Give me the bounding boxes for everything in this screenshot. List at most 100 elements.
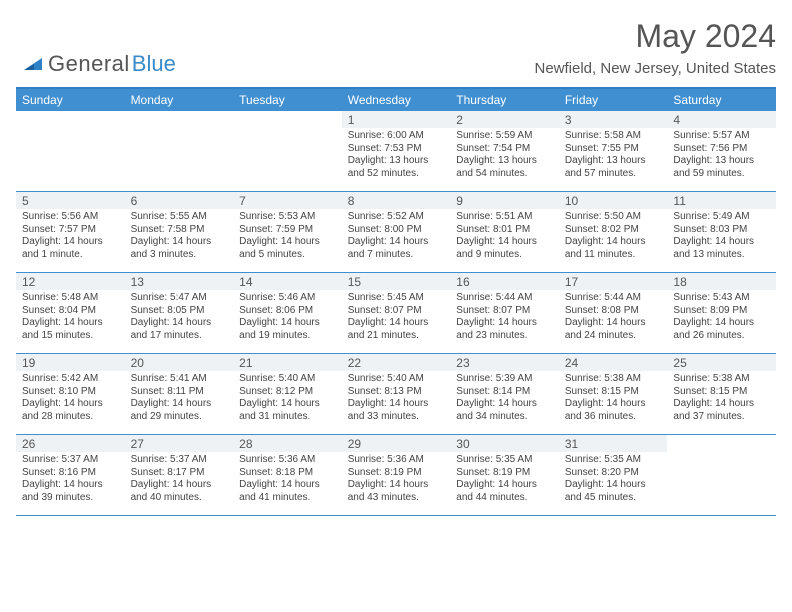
- day-header-cell: Sunday: [16, 89, 125, 111]
- daylight-line: Daylight: 14 hours and 37 minutes.: [673, 398, 754, 422]
- sunrise-line: Sunrise: 6:00 AM: [348, 130, 424, 141]
- calendar-cell: [667, 435, 776, 515]
- day-body: Sunrise: 5:41 AMSunset: 8:11 PMDaylight:…: [125, 371, 234, 427]
- calendar-week: 5Sunrise: 5:56 AMSunset: 7:57 PMDaylight…: [16, 192, 776, 273]
- calendar-cell: 27Sunrise: 5:37 AMSunset: 8:17 PMDayligh…: [125, 435, 234, 515]
- calendar-cell: 29Sunrise: 5:36 AMSunset: 8:19 PMDayligh…: [342, 435, 451, 515]
- day-header-cell: Wednesday: [342, 89, 451, 111]
- sunset-line: Sunset: 8:07 PM: [456, 305, 530, 316]
- day-body: Sunrise: 5:35 AMSunset: 8:20 PMDaylight:…: [559, 452, 668, 508]
- daylight-line: Daylight: 14 hours and 3 minutes.: [131, 236, 212, 260]
- day-number: 12: [16, 273, 125, 290]
- daylight-line: Daylight: 14 hours and 7 minutes.: [348, 236, 429, 260]
- daylight-line: Daylight: 14 hours and 34 minutes.: [456, 398, 537, 422]
- sunset-line: Sunset: 8:14 PM: [456, 386, 530, 397]
- sunset-line: Sunset: 8:12 PM: [239, 386, 313, 397]
- day-body: Sunrise: 5:44 AMSunset: 8:08 PMDaylight:…: [559, 290, 668, 346]
- calendar-cell: 9Sunrise: 5:51 AMSunset: 8:01 PMDaylight…: [450, 192, 559, 272]
- sunset-line: Sunset: 7:54 PM: [456, 143, 530, 154]
- day-body: Sunrise: 5:37 AMSunset: 8:17 PMDaylight:…: [125, 452, 234, 508]
- daylight-line: Daylight: 14 hours and 36 minutes.: [565, 398, 646, 422]
- sunrise-line: Sunrise: 5:55 AM: [131, 211, 207, 222]
- day-number: 1: [342, 111, 451, 128]
- calendar-cell: 14Sunrise: 5:46 AMSunset: 8:06 PMDayligh…: [233, 273, 342, 353]
- location: Newfield, New Jersey, United States: [535, 60, 777, 77]
- calendar-cell: 15Sunrise: 5:45 AMSunset: 8:07 PMDayligh…: [342, 273, 451, 353]
- day-number: 7: [233, 192, 342, 209]
- day-header-cell: Saturday: [667, 89, 776, 111]
- calendar-cell: 4Sunrise: 5:57 AMSunset: 7:56 PMDaylight…: [667, 111, 776, 191]
- day-body: Sunrise: 5:46 AMSunset: 8:06 PMDaylight:…: [233, 290, 342, 346]
- day-body: Sunrise: 5:55 AMSunset: 7:58 PMDaylight:…: [125, 209, 234, 265]
- daylight-line: Daylight: 14 hours and 45 minutes.: [565, 479, 646, 503]
- calendar-cell: 6Sunrise: 5:55 AMSunset: 7:58 PMDaylight…: [125, 192, 234, 272]
- day-body: Sunrise: 5:45 AMSunset: 8:07 PMDaylight:…: [342, 290, 451, 346]
- sunset-line: Sunset: 8:16 PM: [22, 467, 96, 478]
- calendar-cell: 25Sunrise: 5:38 AMSunset: 8:15 PMDayligh…: [667, 354, 776, 434]
- calendar-cell: 31Sunrise: 5:35 AMSunset: 8:20 PMDayligh…: [559, 435, 668, 515]
- day-body: Sunrise: 5:59 AM Sunset: 7:54 PMDaylight:…: [450, 128, 559, 184]
- sunrise-line: Sunrise: 5:59 AM: [456, 130, 532, 141]
- daylight-line: Daylight: 13 hours and 54 minutes.: [456, 155, 537, 179]
- sunset-line: Sunset: 8:03 PM: [673, 224, 747, 235]
- sunset-line: Sunset: 8:15 PM: [673, 386, 747, 397]
- day-number: 21: [233, 354, 342, 371]
- sunrise-line: Sunrise: 5:46 AM: [239, 292, 315, 303]
- sunset-line: Sunset: 8:08 PM: [565, 305, 639, 316]
- sunset-line: Sunset: 7:53 PM: [348, 143, 422, 154]
- day-number: 8: [342, 192, 451, 209]
- calendar-cell: [233, 111, 342, 191]
- sunset-line: Sunset: 8:19 PM: [348, 467, 422, 478]
- day-body: Sunrise: 5:49 AMSunset: 8:03 PMDaylight:…: [667, 209, 776, 265]
- day-body: Sunrise: 5:56 AMSunset: 7:57 PMDaylight:…: [16, 209, 125, 265]
- calendar-week: 19Sunrise: 5:42 AMSunset: 8:10 PMDayligh…: [16, 354, 776, 435]
- day-header-row: SundayMondayTuesdayWednesdayThursdayFrid…: [16, 89, 776, 111]
- daylight-line: Daylight: 14 hours and 15 minutes.: [22, 317, 103, 341]
- day-body: Sunrise: 5:36 AMSunset: 8:18 PMDaylight:…: [233, 452, 342, 508]
- sunrise-line: Sunrise: 5:44 AM: [456, 292, 532, 303]
- day-number: 18: [667, 273, 776, 290]
- day-header-cell: Monday: [125, 89, 234, 111]
- page-title: May 2024: [535, 18, 777, 55]
- calendar-cell: 24Sunrise: 5:38 AMSunset: 8:15 PMDayligh…: [559, 354, 668, 434]
- sunrise-line: Sunrise: 5:35 AM: [456, 454, 532, 465]
- calendar-cell: 8Sunrise: 5:52 AMSunset: 8:00 PMDaylight…: [342, 192, 451, 272]
- sunrise-line: Sunrise: 5:38 AM: [565, 373, 641, 384]
- day-body: Sunrise: 5:44 AMSunset: 8:07 PMDaylight:…: [450, 290, 559, 346]
- day-number: 20: [125, 354, 234, 371]
- day-number: 19: [16, 354, 125, 371]
- daylight-line: Daylight: 14 hours and 1 minute.: [22, 236, 103, 260]
- calendar-cell: [16, 111, 125, 191]
- calendar-cell: 16Sunrise: 5:44 AMSunset: 8:07 PMDayligh…: [450, 273, 559, 353]
- day-number: 9: [450, 192, 559, 209]
- sunset-line: Sunset: 7:57 PM: [22, 224, 96, 235]
- day-body: Sunrise: 5:43 AMSunset: 8:09 PMDaylight:…: [667, 290, 776, 346]
- sunrise-line: Sunrise: 5:53 AM: [239, 211, 315, 222]
- day-number: 14: [233, 273, 342, 290]
- day-body: Sunrise: 5:42 AMSunset: 8:10 PMDaylight:…: [16, 371, 125, 427]
- sunrise-line: Sunrise: 5:37 AM: [131, 454, 207, 465]
- sunset-line: Sunset: 8:20 PM: [565, 467, 639, 478]
- sunrise-line: Sunrise: 5:58 AM: [565, 130, 641, 141]
- day-body: Sunrise: 5:38 AMSunset: 8:15 PMDaylight:…: [667, 371, 776, 427]
- day-body: Sunrise: 5:37 AMSunset: 8:16 PMDaylight:…: [16, 452, 125, 508]
- sunrise-line: Sunrise: 5:43 AM: [673, 292, 749, 303]
- day-number: 13: [125, 273, 234, 290]
- sunset-line: Sunset: 8:18 PM: [239, 467, 313, 478]
- calendar: SundayMondayTuesdayWednesdayThursdayFrid…: [16, 87, 776, 516]
- daylight-line: Daylight: 14 hours and 39 minutes.: [22, 479, 103, 503]
- logo: General Blue: [16, 45, 176, 77]
- calendar-cell: 19Sunrise: 5:42 AMSunset: 8:10 PMDayligh…: [16, 354, 125, 434]
- daylight-line: Daylight: 14 hours and 24 minutes.: [565, 317, 646, 341]
- daylight-line: Daylight: 14 hours and 28 minutes.: [22, 398, 103, 422]
- sunset-line: Sunset: 8:19 PM: [456, 467, 530, 478]
- calendar-cell: 13Sunrise: 5:47 AMSunset: 8:05 PMDayligh…: [125, 273, 234, 353]
- calendar-body: 1 Sunrise: 6:00 AM Sunset: 7:53 PM Daylight…: [16, 111, 776, 516]
- day-body: Sunrise: 5:57 AMSunset: 7:56 PMDaylight:…: [667, 128, 776, 184]
- daylight-line: Daylight: 14 hours and 21 minutes.: [348, 317, 429, 341]
- sunrise-line: Sunrise: 5:39 AM: [456, 373, 532, 384]
- calendar-cell: 28Sunrise: 5:36 AMSunset: 8:18 PMDayligh…: [233, 435, 342, 515]
- day-number: 29: [342, 435, 451, 452]
- calendar-cell: 5Sunrise: 5:56 AMSunset: 7:57 PMDaylight…: [16, 192, 125, 272]
- title-block: May 2024 Newfield, New Jersey, United St…: [535, 18, 777, 77]
